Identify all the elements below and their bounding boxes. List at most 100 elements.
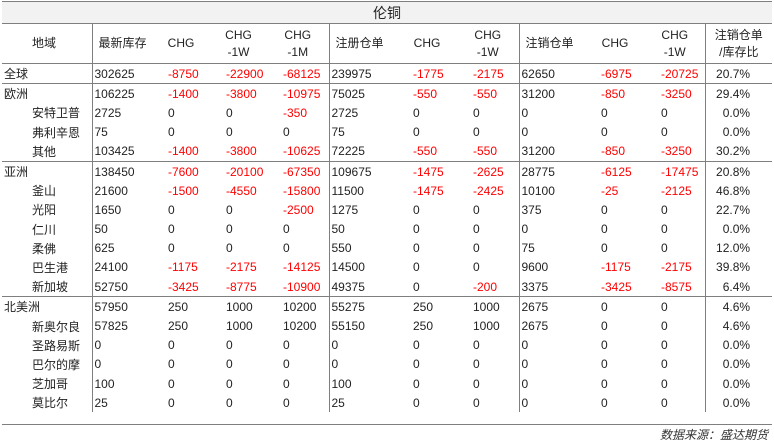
data-source-note: 数据来源：盛达期货 [659,428,768,442]
cell-reg-chg: 0 [413,241,420,256]
cell-reg-chg-1w: 0 [457,374,520,394]
cell-registered-warrants: 55275 [329,296,397,317]
cell-reg-chg-1w: 0 [457,103,520,123]
cell-reg-chg: 0 [413,105,420,120]
cell-chg-1m: 10200 [267,316,330,336]
header-cancel-chg-1w: CHG -1W [645,23,706,64]
cell-cancelled-warrants: 0 [521,376,529,391]
cell-cancel-chg-1w: -20725 [645,63,706,84]
cell-cancel-stock-ratio: 0.0% [722,357,751,372]
cell-cancelled-warrants: 0 [521,222,529,237]
cell-chg-1m: -68125 [267,63,330,84]
cell-cancel-chg-1w: -8575 [645,277,706,297]
header-region: 地域 [2,23,93,64]
cell-reg-chg: 250 [397,296,457,317]
cell-reg-chg-1w: -2175 [457,63,520,84]
cell-registered-warrants: 0 [331,338,339,353]
cell-chg: 0 [168,376,175,391]
cell-latest-stock: 138450 [92,160,152,182]
cell-chg-1m: -67350 [267,160,330,182]
lme-copper-inventory-table: 伦铜 地域 最新库存 CHG CHG -1W CHG -1M 注册仓单 CHG CHG -1W… [2,1,773,413]
cell-region: 釜山 [2,181,93,201]
table-row: 柔佛 625 0 0 0 550 0 0 75 0 0 12.0% [2,238,772,258]
cell-cancel-chg: 0 [601,357,608,372]
cell-cancel-chg: -850 [585,83,645,104]
cell-cancel-chg: 0 [601,338,608,353]
cell-cancelled-warrants: 9600 [521,260,549,275]
cell-chg-1m: -10625 [267,141,330,162]
cell-chg: 250 [168,319,189,334]
cell-cancelled-warrants: 3375 [521,279,549,294]
cell-reg-chg: -550 [397,83,457,104]
cell-cancel-chg: -850 [601,144,626,159]
cell-region: 全球 [2,63,93,84]
table-row: 莫比尔 25 0 0 0 25 0 0 0 0 0 0.0% [2,393,772,413]
header-reg-chg-1w: CHG -1W [457,23,520,64]
cell-chg-1m: 0 [267,335,330,355]
cell-cancelled-warrants: 0 [521,395,529,410]
table-row: 圣路易斯 0 0 0 0 0 0 0 0 0 0 0.0% [2,335,772,355]
cell-chg-1w: -22900 [226,66,264,81]
cell-cancel-stock-ratio: 4.6% [705,296,773,317]
cell-cancel-chg: 0 [601,376,608,391]
cell-region: 巴尔的摩 [2,354,93,374]
cell-latest-stock: 21600 [94,183,128,198]
cell-cancelled-warrants: 2675 [519,296,585,317]
cell-chg: -1175 [168,260,198,275]
cell-reg-chg: 0 [413,395,420,410]
cell-registered-warrants: 25 [331,395,345,410]
cell-reg-chg-1w: 0 [457,335,520,355]
cell-region: 光阳 [2,200,93,220]
cell-cancel-chg: -6975 [601,66,632,81]
table-row: 北美洲 57950 250 1000 10200 55275 250 1000 2675 0 0 4.… [2,296,773,317]
cell-cancelled-warrants: 2675 [521,319,549,334]
cell-latest-stock: 57825 [94,319,128,334]
cell-latest-stock: 625 [94,241,115,256]
cell-chg-1w: 0 [226,241,233,256]
cell-reg-chg: 0 [413,279,420,294]
cell-chg: 0 [168,202,175,217]
cell-reg-chg: 0 [413,260,420,275]
cell-latest-stock: 75 [94,125,108,140]
cell-chg: 0 [168,222,175,237]
cell-reg-chg-1w: -2625 [457,160,520,182]
cell-registered-warrants: 49375 [331,279,365,294]
cell-latest-stock: 103425 [94,144,135,159]
cell-chg: 250 [152,296,210,317]
cell-cancel-chg-1w: -2175 [645,257,706,278]
cell-reg-chg: 0 [413,357,420,372]
cell-cancel-stock-ratio: 20.7% [716,66,751,81]
cell-chg: -3425 [168,279,199,294]
cell-cancelled-warrants: 10100 [521,183,555,198]
cell-reg-chg-1w: 0 [457,354,520,374]
cell-cancelled-warrants: 0 [521,357,529,372]
cell-registered-warrants: 75 [331,125,345,140]
cell-region: 安特卫普 [2,103,93,123]
cell-latest-stock: 302625 [94,66,135,81]
cell-cancel-chg-1w: 0 [645,200,706,220]
cell-latest-stock: 24100 [94,260,128,275]
cell-latest-stock: 50 [94,222,108,237]
cell-cancel-chg: 0 [601,241,608,256]
cell-cancel-chg: 0 [601,222,608,237]
cell-cancel-chg: 0 [601,105,608,120]
cell-cancel-chg: 0 [601,202,608,217]
cell-chg-1m: 0 [267,374,330,394]
cell-cancel-chg: 0 [601,395,608,410]
cell-cancelled-warrants: 0 [521,338,529,353]
table-row: 亚洲 138450 -7600 -20100 -67350 109675 -1475 -262… [2,160,773,182]
cell-cancelled-warrants: 375 [521,202,542,217]
cell-latest-stock: 2725 [94,105,122,120]
cell-reg-chg-1w: 1000 [457,296,520,317]
table-row: 全球 302625 -8750 -22900 -68125 239975 -1775 -217… [2,63,772,84]
cell-chg-1m: -10975 [267,83,330,104]
cell-chg-1m: 0 [267,122,330,142]
cell-region: 芝加哥 [2,374,93,394]
cell-chg-1m: 0 [267,219,330,239]
cell-chg-1w: 0 [226,376,233,391]
cell-cancel-chg: 0 [601,319,608,334]
cell-reg-chg-1w: -2425 [457,181,520,201]
cell-cancel-chg: -25 [601,183,619,198]
cell-cancel-stock-ratio: 20.8% [705,160,773,182]
cell-reg-chg: -550 [413,144,438,159]
